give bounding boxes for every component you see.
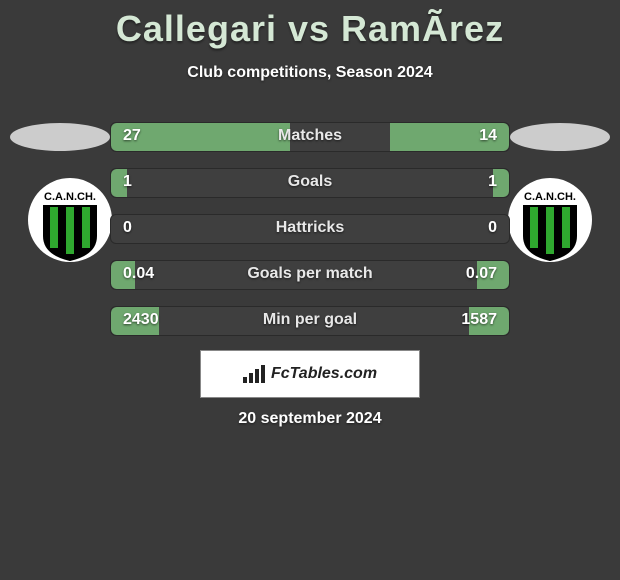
svg-text:C.A.N.CH.: C.A.N.CH.	[44, 191, 96, 203]
stat-label: Goals	[111, 173, 509, 191]
svg-text:C.A.N.CH.: C.A.N.CH.	[524, 191, 576, 203]
stat-row: 0Hattricks0	[110, 214, 510, 244]
shield-icon: C.A.N.CH.	[500, 178, 600, 262]
stat-label: Min per goal	[111, 311, 509, 329]
date-label: 20 september 2024	[0, 410, 620, 428]
subtitle: Club competitions, Season 2024	[0, 64, 620, 82]
stat-label: Hattricks	[111, 219, 509, 237]
stat-label: Goals per match	[111, 265, 509, 283]
club-badge-left: C.A.N.CH.	[20, 178, 120, 262]
player-photo-left	[10, 123, 110, 151]
stat-label: Matches	[111, 127, 509, 145]
stat-row: 0.04Goals per match0.07	[110, 260, 510, 290]
stat-value-right: 1	[488, 173, 497, 191]
shield-icon: C.A.N.CH.	[20, 178, 120, 262]
brand-text: FcTables.com	[271, 365, 377, 383]
stats-table: 27Matches14 1Goals1 0Hattricks0 0.04Goals p…	[110, 122, 510, 352]
stat-row: 2430Min per goal1587	[110, 306, 510, 336]
brand-box[interactable]: FcTables.com	[200, 350, 420, 398]
stat-row: 1Goals1	[110, 168, 510, 198]
stat-value-right: 1587	[461, 311, 497, 329]
club-badge-right: C.A.N.CH.	[500, 178, 600, 262]
stat-value-right: 14	[479, 127, 497, 145]
player-photo-right	[510, 123, 610, 151]
page-title: Callegari vs RamÃ­rez	[0, 0, 620, 50]
stat-row: 27Matches14	[110, 122, 510, 152]
stat-value-right: 0	[488, 219, 497, 237]
stat-value-right: 0.07	[466, 265, 497, 283]
bar-chart-icon	[243, 365, 265, 383]
